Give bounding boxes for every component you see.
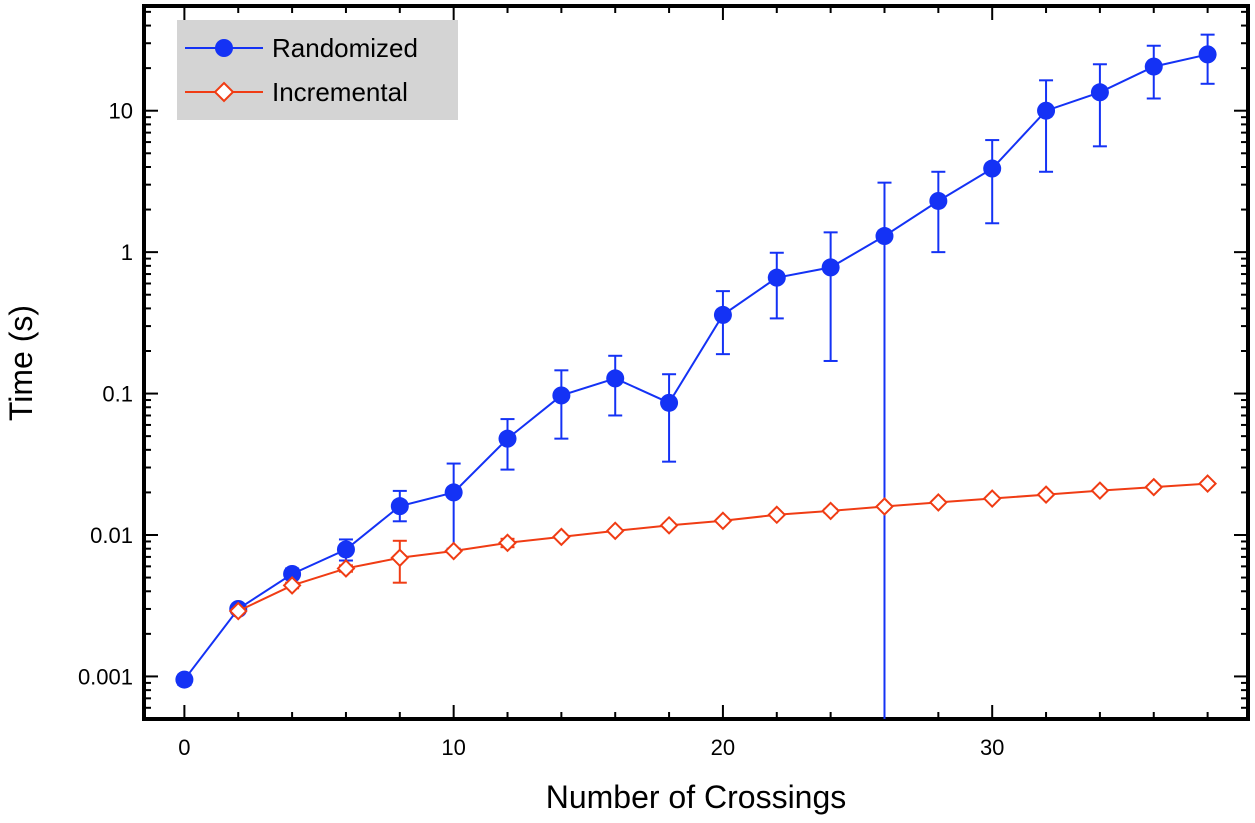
data-point-incremental bbox=[444, 541, 464, 561]
data-point-randomized bbox=[1037, 101, 1056, 120]
data-point-incremental bbox=[1090, 481, 1110, 501]
data-point-incremental bbox=[1198, 474, 1218, 493]
legend-marker-randomized bbox=[215, 39, 233, 57]
y-axis-title: Time (s) bbox=[3, 305, 39, 421]
data-point-incremental bbox=[982, 489, 1002, 508]
data-point-incremental bbox=[1036, 485, 1056, 505]
axis-ticks: 0 10 20 30 0.001 0.01 0.1 1 10 bbox=[78, 6, 1248, 760]
data-point-incremental bbox=[659, 515, 679, 535]
data-point-incremental bbox=[605, 521, 625, 541]
series-layer bbox=[175, 33, 1218, 719]
series-randomized bbox=[175, 33, 1217, 719]
data-point-randomized bbox=[983, 159, 1002, 178]
data-point-randomized bbox=[336, 540, 355, 559]
y-tick-label: 0.1 bbox=[102, 382, 133, 407]
data-point-incremental bbox=[767, 505, 787, 525]
data-point-randomized bbox=[444, 483, 463, 502]
data-point-incremental bbox=[336, 559, 356, 578]
data-point-randomized bbox=[390, 497, 409, 516]
series-incremental bbox=[228, 474, 1218, 621]
series-line-randomized bbox=[183, 53, 1208, 681]
data-point-incremental bbox=[498, 533, 517, 553]
data-point-randomized bbox=[606, 369, 625, 388]
data-point-incremental bbox=[228, 601, 248, 621]
y-tick-label: 0.001 bbox=[78, 664, 133, 689]
data-point-incremental bbox=[551, 527, 571, 547]
data-point-randomized bbox=[175, 670, 194, 689]
data-point-randomized bbox=[929, 191, 948, 210]
data-point-randomized bbox=[875, 227, 894, 246]
y-tick-label: 10 bbox=[109, 99, 133, 124]
data-point-randomized bbox=[498, 429, 517, 448]
data-point-incremental bbox=[821, 501, 841, 521]
x-tick-label: 20 bbox=[711, 735, 735, 760]
x-axis-title: Number of Crossings bbox=[546, 779, 847, 815]
data-point-randomized bbox=[1198, 45, 1217, 64]
legend-box bbox=[177, 20, 458, 120]
data-point-randomized bbox=[821, 258, 840, 277]
data-point-randomized bbox=[1144, 57, 1163, 76]
data-point-incremental bbox=[390, 548, 410, 568]
data-point-incremental bbox=[713, 511, 733, 531]
data-point-randomized bbox=[552, 386, 571, 405]
x-tick-label: 0 bbox=[178, 735, 190, 760]
legend-label-incremental: Incremental bbox=[272, 77, 408, 107]
data-point-randomized bbox=[1090, 83, 1109, 102]
x-tick-label: 10 bbox=[441, 735, 465, 760]
legend: Randomized Incremental bbox=[177, 20, 458, 120]
data-point-incremental bbox=[875, 497, 894, 516]
data-point-randomized bbox=[713, 305, 732, 324]
legend-label-randomized: Randomized bbox=[272, 33, 418, 63]
series-line-incremental bbox=[237, 482, 1208, 612]
data-point-randomized bbox=[283, 564, 302, 583]
data-point-randomized bbox=[767, 268, 786, 287]
data-point-incremental bbox=[282, 576, 302, 595]
y-tick-label: 1 bbox=[121, 240, 133, 265]
plot-frame bbox=[142, 4, 1250, 721]
x-tick-label: 30 bbox=[980, 735, 1004, 760]
data-point-incremental bbox=[1144, 477, 1164, 497]
y-tick-label: 0.01 bbox=[90, 523, 133, 548]
data-point-randomized bbox=[660, 393, 679, 412]
legend-marker-incremental bbox=[213, 81, 235, 103]
data-point-incremental bbox=[928, 492, 948, 512]
